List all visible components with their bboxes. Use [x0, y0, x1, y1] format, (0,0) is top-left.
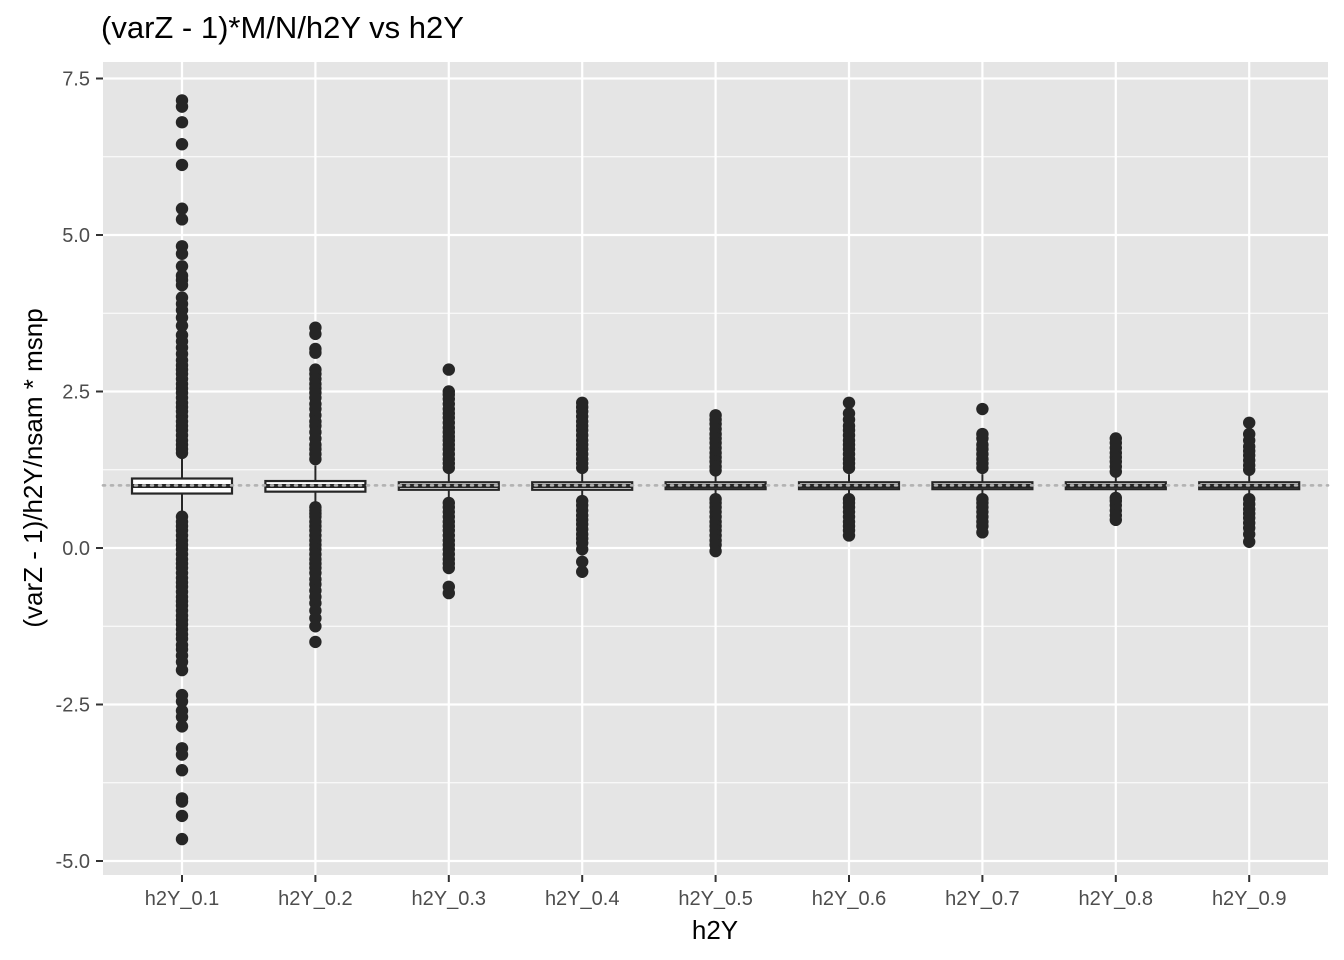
- outlier-point: [1109, 465, 1123, 478]
- x-tick-label: h2Y_0.1: [145, 888, 220, 910]
- x-axis: h2Y_0.1 h2Y_0.2 h2Y_0.3 h2Y_0.4 h2Y_0.5 h2Y_0…: [145, 875, 1287, 910]
- outlier-point: [175, 247, 189, 260]
- x-tick-label: h2Y_0.5: [678, 888, 753, 910]
- outlier-point: [309, 620, 322, 633]
- outlier-point: [1243, 416, 1256, 429]
- y-tick-label: 7.5: [62, 69, 90, 91]
- boxes-group: [101, 94, 1330, 846]
- box-h2Y_0.5: [664, 409, 767, 558]
- outlier-point: [309, 635, 322, 649]
- outlier-point: [442, 561, 455, 575]
- outlier-point: [175, 809, 189, 823]
- outlier-point: [175, 795, 189, 808]
- outlier-point: [175, 278, 189, 292]
- outlier-point: [175, 202, 189, 215]
- outlier-point: [175, 663, 189, 677]
- outlier-point: [576, 461, 589, 475]
- outlier-point: [175, 158, 189, 172]
- y-tick-label: 0.0: [62, 538, 90, 560]
- outlier-point: [175, 319, 189, 332]
- outlier-point: [175, 764, 189, 777]
- x-axis-title: h2Y: [692, 915, 738, 945]
- outlier-point: [976, 402, 989, 416]
- outlier-point: [576, 565, 589, 578]
- outlier-point: [976, 461, 989, 475]
- y-axis: -5.0 -2.5 0.0 2.5 5.0 7.5: [56, 69, 103, 873]
- outlier-point: [175, 100, 189, 113]
- outlier-point: [175, 832, 189, 846]
- outlier-point: [309, 346, 322, 359]
- outlier-point: [175, 446, 189, 460]
- outlier-point: [1109, 513, 1123, 527]
- outlier-point: [1243, 463, 1256, 476]
- outlier-point: [709, 544, 722, 558]
- outlier-point: [175, 260, 189, 273]
- outlier-point: [175, 138, 189, 151]
- outlier-point: [1243, 535, 1256, 548]
- outlier-point: [175, 720, 189, 733]
- y-tick-label: -5.0: [56, 851, 90, 873]
- outlier-point: [709, 464, 722, 477]
- outlier-point: [976, 526, 989, 539]
- box-h2Y_0.3: [397, 363, 500, 600]
- chart-title: (varZ - 1)*M/N/h2Y vs h2Y: [101, 10, 464, 45]
- y-tick-label: -2.5: [56, 695, 90, 717]
- outlier-point: [175, 213, 189, 226]
- y-tick-label: 5.0: [62, 225, 90, 247]
- outlier-point: [309, 452, 322, 466]
- outlier-point: [442, 586, 455, 600]
- y-tick-label: 2.5: [62, 382, 90, 404]
- outlier-point: [175, 116, 189, 129]
- outlier-point: [576, 555, 589, 568]
- outlier-point: [842, 529, 856, 542]
- outlier-point: [309, 327, 322, 341]
- x-tick-label: h2Y_0.8: [1079, 888, 1154, 910]
- outlier-point: [442, 363, 455, 376]
- outlier-point: [842, 461, 856, 475]
- x-tick-label: h2Y_0.6: [812, 888, 887, 910]
- x-tick-label: h2Y_0.2: [278, 888, 353, 910]
- outlier-point: [576, 543, 589, 556]
- box-h2Y_0.4: [531, 396, 634, 578]
- x-tick-label: h2Y_0.3: [412, 888, 487, 910]
- x-tick-label: h2Y_0.9: [1212, 888, 1287, 910]
- x-tick-label: h2Y_0.7: [945, 888, 1020, 910]
- x-tick-label: h2Y_0.4: [545, 888, 620, 910]
- y-axis-title: (varZ - 1)/h2Y/nsam * msnp: [18, 308, 48, 627]
- outlier-point: [175, 748, 189, 761]
- outlier-point: [175, 710, 189, 724]
- outlier-point: [842, 396, 856, 409]
- outlier-point: [442, 461, 455, 475]
- outlier-point: [175, 695, 189, 708]
